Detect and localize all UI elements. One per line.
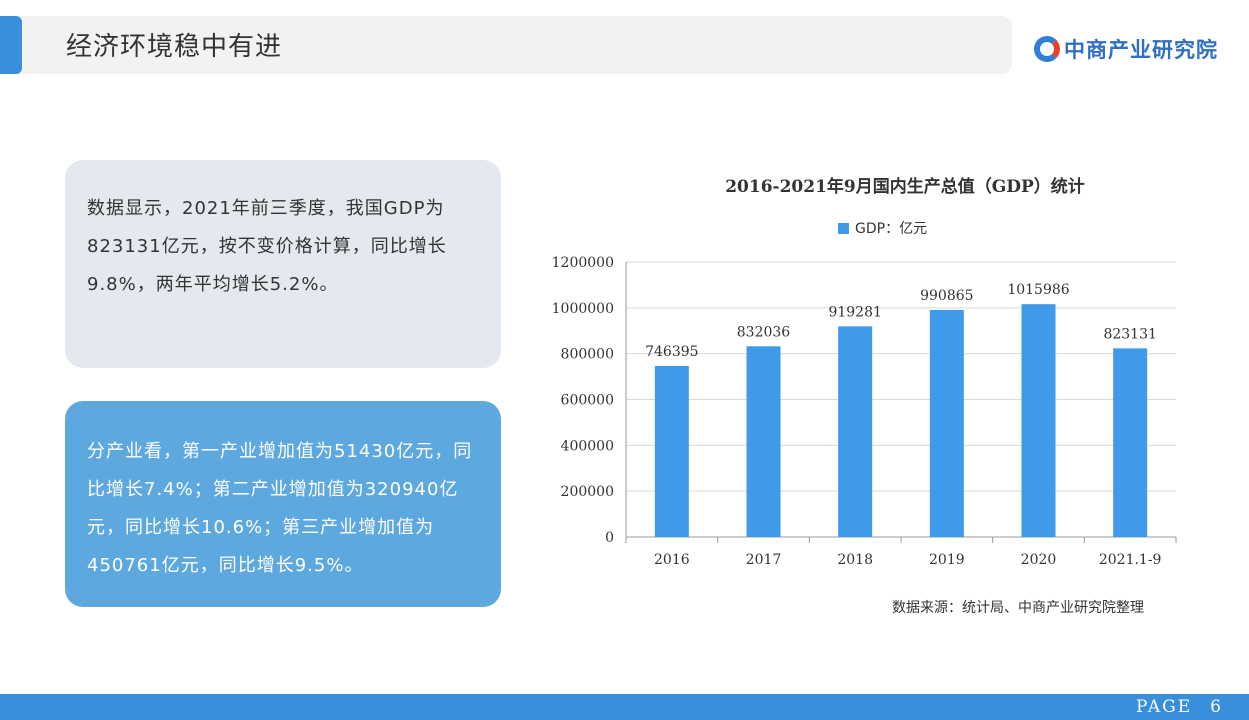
x-tick-label: 2016 [654,552,690,568]
logo-icon [1034,36,1060,62]
summary-text: 数据显示，2021年前三季度，我国GDP为823131亿元，按不变价格计算，同比… [87,198,447,295]
summary-card: 数据显示，2021年前三季度，我国GDP为823131亿元，按不变价格计算，同比… [65,160,501,368]
y-tick-label: 1000000 [552,301,614,317]
bar [1021,304,1056,537]
y-tick-label: 600000 [561,393,614,409]
y-tick-label: 1200000 [552,255,614,271]
y-tick-label: 200000 [561,484,614,500]
bar [654,365,689,537]
footer-bar [0,694,1249,720]
data-source: 数据来源：统计局、中商产业研究院整理 [892,600,1144,616]
data-label: 832036 [737,324,791,340]
header-bar [0,16,1012,74]
gdp-bar-chart: 0 200000 400000 600000 800000 1000000 1200000 7… [552,255,1177,568]
page-title: 经济环境稳中有进 [66,32,283,62]
bar [929,309,964,537]
bar [838,326,873,537]
bar [1113,348,1148,537]
y-tick-label: 400000 [561,438,614,454]
logo-text: 中商产业研究院 [1064,38,1218,62]
x-tick-label: 2019 [929,552,965,568]
x-tick-label: 2020 [1021,552,1057,568]
x-tick-label: 2021.1-9 [1099,552,1162,568]
legend-swatch [838,222,849,234]
page-number: 6 [1210,697,1223,717]
page-indicator: PAGE 6 [1136,697,1223,717]
chart-legend: GDP：亿元 [838,218,927,238]
data-label: 919281 [828,304,881,320]
data-label: 1015986 [1007,282,1069,298]
chart-title: 2016-2021年9月国内生产总值（GDP）统计 [725,177,1085,197]
logo: 中商产业研究院 [1034,32,1218,66]
y-tick-label: 800000 [561,347,614,363]
legend-label: GDP：亿元 [855,221,928,237]
data-label: 746395 [645,344,698,360]
bar [746,346,781,537]
x-tick-label: 2017 [746,552,782,568]
y-tick-label: 0 [605,530,614,546]
page-label: PAGE [1136,697,1193,717]
data-label: 990865 [920,288,973,304]
header-accent [0,16,22,74]
industry-card: 分产业看，第一产业增加值为51430亿元，同比增长7.4%；第二产业增加值为32… [65,401,501,607]
industry-text: 分产业看，第一产业增加值为51430亿元，同比增长7.4%；第二产业增加值为32… [87,441,473,576]
x-tick-label: 2018 [837,552,873,568]
data-label: 823131 [1103,326,1156,342]
